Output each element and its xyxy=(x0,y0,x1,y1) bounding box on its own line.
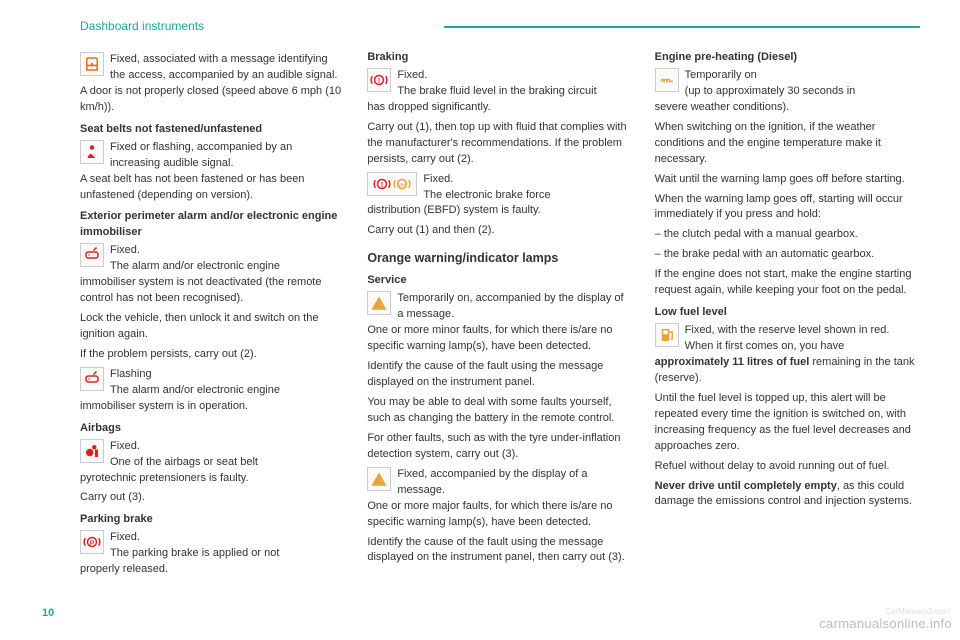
svg-text:ABS: ABS xyxy=(398,182,408,187)
svg-text:P: P xyxy=(90,540,95,547)
preheat-line3: When switching on the ignition, if the w… xyxy=(655,120,920,168)
braking1-line1: Fixed. xyxy=(397,68,632,84)
service1-line2: One or more minor faults, for which ther… xyxy=(367,323,632,355)
fuel-heading: Low fuel level xyxy=(655,305,920,321)
alarm1-line3: Lock the vehicle, then unlock it and swi… xyxy=(80,311,345,343)
preheat-heading: Engine pre-heating (Diesel) xyxy=(655,50,920,66)
airbag-icon xyxy=(80,439,104,463)
door-open-icon xyxy=(80,52,104,76)
service2-line3: Identify the cause of the fault using th… xyxy=(367,535,632,567)
pbrake-block: P Fixed. The parking brake is applied or… xyxy=(80,530,345,562)
pbrake-line1: Fixed. xyxy=(110,530,345,546)
fuel-line4: Until the fuel level is topped up, this … xyxy=(655,391,920,455)
seatbelt-icon xyxy=(80,140,104,164)
fuel-line3a: approximately 11 litres of fuel xyxy=(655,356,810,368)
airbag-line2: pyrotechnic pretensioners is faulty. xyxy=(80,471,345,487)
header-title: Dashboard instruments xyxy=(80,18,204,35)
braking2-line2b: distribution (EBFD) system is faulty. xyxy=(367,203,632,219)
braking1-line3: Carry out (1), then top up with fluid th… xyxy=(367,120,632,168)
alarm-flashing-icon xyxy=(80,367,104,391)
alarm1-line1: Fixed. xyxy=(110,243,345,259)
content-columns: Fixed, associated with a message identif… xyxy=(80,50,920,600)
airbag-heading: Airbags xyxy=(80,421,345,437)
column-3: Engine pre-heating (Diesel) Temporarily … xyxy=(655,50,920,600)
seatbelt-block: Fixed or flashing, accompanied by an inc… xyxy=(80,140,345,172)
fuel-line3: approximately 11 litres of fuel remainin… xyxy=(655,355,920,387)
alarm-block2: Flashing The alarm and/or electronic eng… xyxy=(80,367,345,399)
service2-line1: Fixed, accompanied by the display of a m… xyxy=(397,467,632,499)
orange-lamps-heading: Orange warning/indicator lamps xyxy=(367,249,632,267)
braking-block2: ! ABS Fixed. The electronic brake force xyxy=(367,172,632,204)
alarm1-line2: immobiliser system is not deactivated (t… xyxy=(80,275,345,307)
preheat-line2-start: (up to approximately 30 seconds in xyxy=(685,84,920,100)
fuel-pump-icon xyxy=(655,323,679,347)
braking2-line1: Fixed. xyxy=(423,172,632,188)
door-open-text2: A door is not properly closed (speed abo… xyxy=(80,84,345,116)
fuel-line5: Refuel without delay to avoid running ou… xyxy=(655,459,920,475)
brake-abs-icon: ! ABS xyxy=(367,172,417,196)
preheat-coil-icon xyxy=(655,68,679,92)
watermark: carmanualsonline.info xyxy=(819,615,952,634)
pbrake-line2: properly released. xyxy=(80,562,345,578)
airbag-line2-start: One of the airbags or seat belt xyxy=(110,455,345,471)
braking-block1: ! Fixed. The brake fluid level in the br… xyxy=(367,68,632,100)
column-1: Fixed, associated with a message identif… xyxy=(80,50,345,600)
page-number: 10 xyxy=(42,606,54,622)
seatbelt-text1: Fixed or flashing, accompanied by an inc… xyxy=(110,140,345,172)
door-open-text: Fixed, associated with a message identif… xyxy=(110,52,345,84)
braking1-line2b: has dropped significantly. xyxy=(367,100,632,116)
pbrake-line2-start: The parking brake is applied or not xyxy=(110,546,345,562)
service-heading: Service xyxy=(367,273,632,289)
fuel-line1: Fixed, with the reserve level shown in r… xyxy=(685,323,920,339)
fuel-line6a: Never drive until completely empty xyxy=(655,480,837,492)
preheat-line6: If the engine does not start, make the e… xyxy=(655,267,920,299)
fuel-block: Fixed, with the reserve level shown in r… xyxy=(655,323,920,355)
braking2-line3: Carry out (1) and then (2). xyxy=(367,223,632,239)
airbag-line1: Fixed. xyxy=(110,439,345,455)
service1-line1: Temporarily on, accompanied by the displ… xyxy=(397,291,632,323)
preheat-line2b: severe weather conditions). xyxy=(655,100,920,116)
service1-line4: You may be able to deal with some faults… xyxy=(367,395,632,427)
seatbelt-text2: A seat belt has not been fastened or has… xyxy=(80,172,345,204)
alarm2-line2-start: The alarm and/or electronic engine xyxy=(110,383,345,399)
preheat-bullet2: – the brake pedal with an automatic gear… xyxy=(655,247,920,263)
service2-line2: One or more major faults, for which ther… xyxy=(367,499,632,531)
braking1-line2-start: The brake fluid level in the braking cir… xyxy=(397,84,632,100)
alarm2-line2: immobiliser system is in operation. xyxy=(80,399,345,415)
alarm-heading: Exterior perimeter alarm and/or electron… xyxy=(80,209,345,241)
alarm2-line1: Flashing xyxy=(110,367,345,383)
alarm-block1: Fixed. The alarm and/or electronic engin… xyxy=(80,243,345,275)
preheat-block: Temporarily on (up to approximately 30 s… xyxy=(655,68,920,100)
preheat-line1: Temporarily on xyxy=(685,68,920,84)
service1-line5: For other faults, such as with the tyre … xyxy=(367,431,632,463)
preheat-bullet1: – the clutch pedal with a manual gearbox… xyxy=(655,227,920,243)
airbag-block: Fixed. One of the airbags or seat belt xyxy=(80,439,345,471)
service-triangle-icon xyxy=(367,291,391,315)
service-block2: Fixed, accompanied by the display of a m… xyxy=(367,467,632,499)
fuel-line6: Never drive until completely empty, as t… xyxy=(655,479,920,511)
braking2-line2-start: The electronic brake force xyxy=(423,188,632,204)
brake-warning-icon: ! xyxy=(367,68,391,92)
door-open-block: Fixed, associated with a message identif… xyxy=(80,52,345,84)
alarm1-line2-start: The alarm and/or electronic engine xyxy=(110,259,345,275)
service-triangle-icon-2 xyxy=(367,467,391,491)
alarm1-line4: If the problem persists, carry out (2). xyxy=(80,347,345,363)
airbag-line3: Carry out (3). xyxy=(80,490,345,506)
service-block1: Temporarily on, accompanied by the displ… xyxy=(367,291,632,323)
braking-heading: Braking xyxy=(367,50,632,66)
svg-text:!: ! xyxy=(378,76,381,85)
preheat-line4: Wait until the warning lamp goes off bef… xyxy=(655,172,920,188)
fuel-line2: When it first comes on, you have xyxy=(685,339,920,355)
header-rule xyxy=(444,26,920,28)
preheat-line5: When the warning lamp goes off, starting… xyxy=(655,192,920,224)
parking-brake-icon: P xyxy=(80,530,104,554)
pbrake-heading: Parking brake xyxy=(80,512,345,528)
column-2: Braking ! Fixed. The brake fluid level i… xyxy=(367,50,632,600)
seatbelt-heading: Seat belts not fastened/unfastened xyxy=(80,122,345,138)
alarm-fixed-icon xyxy=(80,243,104,267)
svg-text:!: ! xyxy=(381,180,384,189)
service1-line3: Identify the cause of the fault using th… xyxy=(367,359,632,391)
page-header: Dashboard instruments xyxy=(80,18,920,35)
